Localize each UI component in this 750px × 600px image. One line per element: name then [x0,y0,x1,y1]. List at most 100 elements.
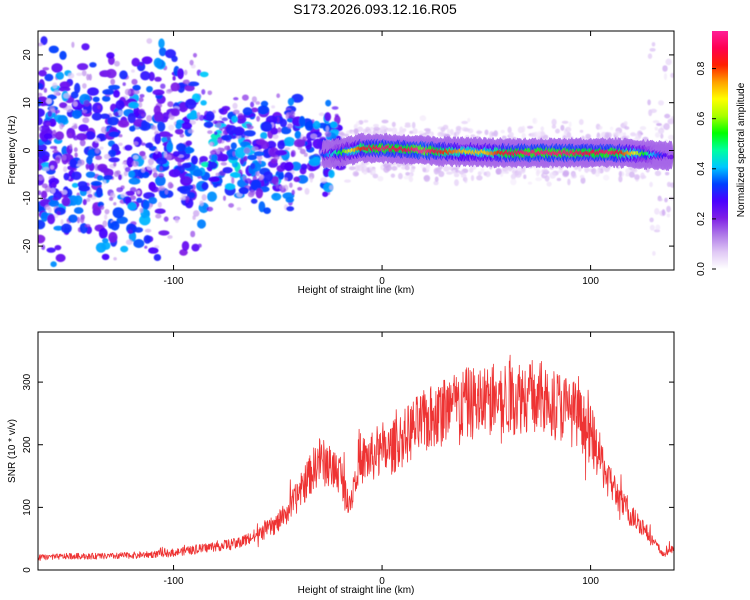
spectrogram-blob-715 [567,178,571,186]
spectrogram-blob-1103 [257,155,263,161]
spectrogram-blob-791 [433,180,439,186]
spectrogram-blob-1759 [113,89,120,98]
spectrogram-blob-1587 [87,148,95,159]
spectrogram-blob-89 [158,47,167,57]
spectrogram-blob-988 [87,193,93,198]
top-x-tick-label-0: -100 [164,276,184,287]
spectrogram-blob-1623 [293,139,305,148]
spectrogram-blob-1641 [46,121,51,126]
spectrogram-blob-1442 [50,165,55,170]
spectrogram-blob-1751 [143,235,152,244]
spectrogram-blob-1536 [284,177,288,182]
spectrogram-blob-1600 [328,169,335,179]
spectrogram-blob-1502 [579,129,584,133]
bottom-y-tick-label-3: 300 [22,373,33,390]
spectrogram-blob-1484 [291,189,295,196]
spectrogram-blob-1544 [82,109,88,114]
spectrogram-blob-325 [568,121,572,128]
spectrogram-blob-1762 [140,120,148,131]
spectrogram-blob-1743 [205,111,215,122]
spectrogram-blob-1612 [290,150,296,157]
top-y-tick-label-3: 10 [22,97,33,109]
spectrogram-blob-1749 [288,115,296,119]
spectrogram-blob-1815 [250,162,256,170]
spectrogram-blob-615 [140,62,144,66]
spectrogram-blob-1473 [52,129,57,137]
spectrogram-blob-26 [639,126,647,131]
spectrogram-blob-1327 [116,187,124,193]
spectrogram-blob-757 [578,119,584,125]
spectrogram-blob-1282 [140,71,151,81]
spectrogram-blob-956 [603,174,610,181]
spectrogram-blob-1703 [271,192,282,201]
spectrogram-blob-1731 [41,155,50,162]
spectrogram-blob-1629 [38,190,42,196]
spectrogram-blob-1726 [54,156,61,164]
spectrogram-blob-1713 [208,176,221,183]
spectrogram-blob-555 [131,57,140,67]
spectrogram-blob-984 [329,185,334,191]
spectrogram-blob-768 [443,165,450,172]
spectrogram-blob-1277 [199,156,208,163]
spectrogram-blob-1779 [270,127,279,135]
spectrogram-blob-1549 [102,89,115,95]
spectrogram-blob-997 [284,147,291,151]
spectrogram-blob-935 [546,181,552,187]
spectrogram-blob-1711 [651,42,656,47]
spectrogram-blob-1187 [391,130,397,134]
spectrogram-blob-1835 [425,164,431,171]
spectrogram-blob-1813 [166,141,173,152]
spectrogram-blob-1250 [74,152,78,158]
spectrogram-blob-465 [148,71,155,82]
spectrogram-blob-1714 [293,176,301,183]
spectrogram-blob-724 [277,173,285,180]
spectrogram-blob-1844 [294,130,302,139]
spectrogram-blob-1469 [207,130,213,135]
spectrogram-blob-1453 [669,182,674,188]
spectrogram-blob-181 [114,60,120,67]
spectrogram-blob-1687 [99,167,110,174]
spectrogram-blob-637 [41,244,46,250]
spectrogram-blob-309 [297,174,309,184]
spectrogram-blob-1068 [215,172,221,177]
spectrogram-blob-59 [521,132,526,139]
spectrogram-blob-1506 [624,126,630,130]
spectrogram-blob-1428 [123,170,128,177]
spectrogram-blob-950 [243,155,248,162]
spectrogram-blob-1712 [65,105,73,113]
spectrogram-blob-77 [140,142,146,146]
spectrogram-blob-943 [54,245,62,251]
spectrogram-blob-64 [260,132,268,140]
spectrogram-blob-1837 [128,170,136,178]
spectrogram-blob-1569 [69,158,77,169]
spectrogram-blob-1643 [85,131,96,140]
spectrogram-blob-423 [47,94,57,100]
spectrogram-blob-1515 [108,157,120,163]
spectrogram-blob-582 [655,224,661,231]
spectrogram-blob-1235 [266,140,277,149]
spectrogram-blob-1807 [133,141,139,146]
spectrogram-blob-1148 [40,102,45,107]
spectrogram-blob-1392 [287,123,293,129]
spectrogram-blob-1626 [129,195,137,201]
spectrogram-blob-1048 [61,154,67,161]
spectrogram-blob-550 [63,166,68,173]
spectrogram-blob-1638 [85,164,89,169]
spectrogram-blob-1548 [484,129,489,136]
spectrogram-blob-1090 [184,147,195,154]
spectrogram-blob-1246 [257,105,270,115]
spectrogram-blob-1021 [165,154,172,160]
spectrogram-blob-1806 [157,201,162,208]
spectrogram-blob-628 [250,101,255,108]
spectrogram-blob-1734 [52,82,58,89]
spectrogram-blob-1237 [470,134,476,138]
spectrogram-blob-1313 [355,121,360,126]
spectrogram-blob-110 [289,182,293,188]
spectrogram-blob-1478 [46,247,56,253]
top-y-tick-label-2: 0 [22,147,33,153]
spectrogram-blob-961 [640,172,645,180]
spectrogram-blob-1761 [59,122,64,130]
spectrogram-blob-225 [38,116,43,126]
spectrogram-blob-991 [167,101,174,108]
spectrogram-blob-1444 [184,79,190,85]
